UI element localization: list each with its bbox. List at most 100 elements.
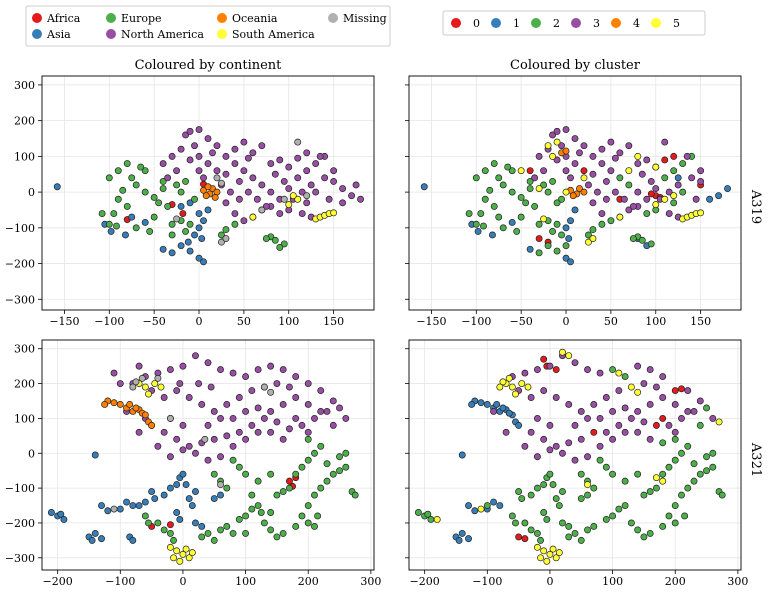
scatter-point: [559, 449, 566, 457]
scatter-point: [585, 181, 592, 189]
y-tick-label: −100: [5, 222, 35, 235]
scatter-point: [217, 453, 224, 461]
scatter-point: [119, 186, 127, 194]
scatter-point: [679, 188, 687, 196]
scatter-point: [192, 449, 199, 457]
scatter-point: [294, 174, 302, 182]
scatter-point: [665, 463, 673, 471]
x-tick-label: 0: [179, 575, 186, 588]
legend-label: Africa: [46, 12, 81, 25]
scatter-point: [57, 510, 65, 518]
scatter-point: [670, 152, 678, 160]
scatter-point: [200, 186, 207, 194]
scatter-point: [671, 456, 679, 464]
scatter-point: [703, 453, 710, 461]
scatter-point: [552, 554, 560, 562]
scatter-point: [609, 470, 617, 478]
scatter-point: [616, 213, 624, 221]
scatter-point: [311, 414, 318, 422]
scatter-point: [549, 152, 557, 160]
scatter-point: [674, 181, 682, 189]
scatter-point: [596, 442, 604, 450]
axes-frame: [408, 339, 742, 571]
x-tick-label: 50: [237, 315, 251, 328]
scatter-point: [292, 470, 300, 478]
scatter-point: [526, 177, 534, 185]
scatter-point: [671, 387, 679, 394]
scatter-point: [659, 470, 667, 478]
scatter-point: [113, 222, 120, 230]
scatter-point: [602, 428, 610, 436]
scatter-point: [659, 414, 667, 422]
scatter-point: [634, 526, 642, 534]
scatter-point: [222, 226, 230, 234]
scatter-point: [659, 477, 667, 485]
legend-item: 3: [571, 17, 600, 30]
x-tick-label: 100: [278, 315, 299, 328]
scatter-point: [329, 397, 337, 405]
scatter-point: [627, 519, 635, 527]
scatter-point: [294, 195, 302, 203]
scatter-point: [231, 210, 239, 217]
scatter-point: [571, 456, 579, 464]
scatter-point: [148, 488, 156, 496]
x-tick-label: 0: [196, 315, 203, 328]
scatter-point: [472, 220, 480, 228]
scatter-point: [204, 206, 212, 214]
scatter-point: [546, 550, 554, 558]
scatter-point: [625, 142, 633, 150]
scatter-point: [254, 366, 262, 374]
scatter-point: [273, 380, 281, 388]
scatter-point: [590, 484, 598, 492]
scatter-point: [634, 362, 642, 370]
legend-item: Oceania: [217, 12, 278, 25]
scatter-point: [502, 428, 510, 436]
scatter-point: [141, 498, 149, 506]
scatter-point: [166, 484, 174, 492]
scatter-point: [607, 138, 615, 146]
scatter-point: [138, 374, 146, 382]
scatter-point: [571, 359, 579, 367]
scatter-point: [204, 135, 212, 142]
scatter-point: [285, 425, 293, 433]
scatter-point: [229, 442, 237, 450]
scatter-point: [596, 414, 604, 422]
scatter-point: [671, 428, 679, 436]
scatter-point: [515, 488, 523, 496]
scatter-point: [585, 231, 592, 239]
scatter-point: [625, 181, 633, 189]
scatter-point: [132, 404, 140, 412]
legend-label: 5: [673, 17, 680, 30]
scatter-point: [249, 213, 257, 221]
scatter-point: [652, 383, 660, 391]
scatter-point: [150, 194, 158, 201]
y-tick-label: 0: [28, 186, 35, 199]
scatter-point: [253, 195, 261, 203]
scatter-point: [213, 142, 221, 150]
scatter-point: [192, 519, 199, 527]
scatter-point: [336, 453, 343, 461]
scatter-point: [621, 373, 629, 381]
scatter-point: [126, 401, 134, 408]
legend-item: 0: [451, 17, 480, 30]
scatter-point: [562, 254, 570, 262]
scatter-point: [602, 195, 610, 203]
scatter-point: [267, 388, 275, 396]
scatter-point: [292, 373, 300, 381]
scatter-point: [589, 235, 597, 242]
scatter-point: [558, 142, 565, 150]
scatter-point: [177, 145, 185, 153]
legend-marker: [651, 18, 661, 28]
scatter-point: [173, 181, 181, 189]
scatter-point: [298, 188, 306, 196]
scatter-point: [235, 428, 243, 436]
scatter-point: [472, 174, 480, 182]
scatter-point: [488, 231, 496, 239]
scatter-point: [584, 526, 591, 534]
scatter-point: [499, 181, 507, 189]
scatter-point: [562, 224, 570, 232]
scatter-point: [159, 177, 167, 185]
scatter-point: [184, 238, 192, 246]
scatter-point: [303, 167, 311, 175]
scatter-point: [565, 235, 573, 242]
